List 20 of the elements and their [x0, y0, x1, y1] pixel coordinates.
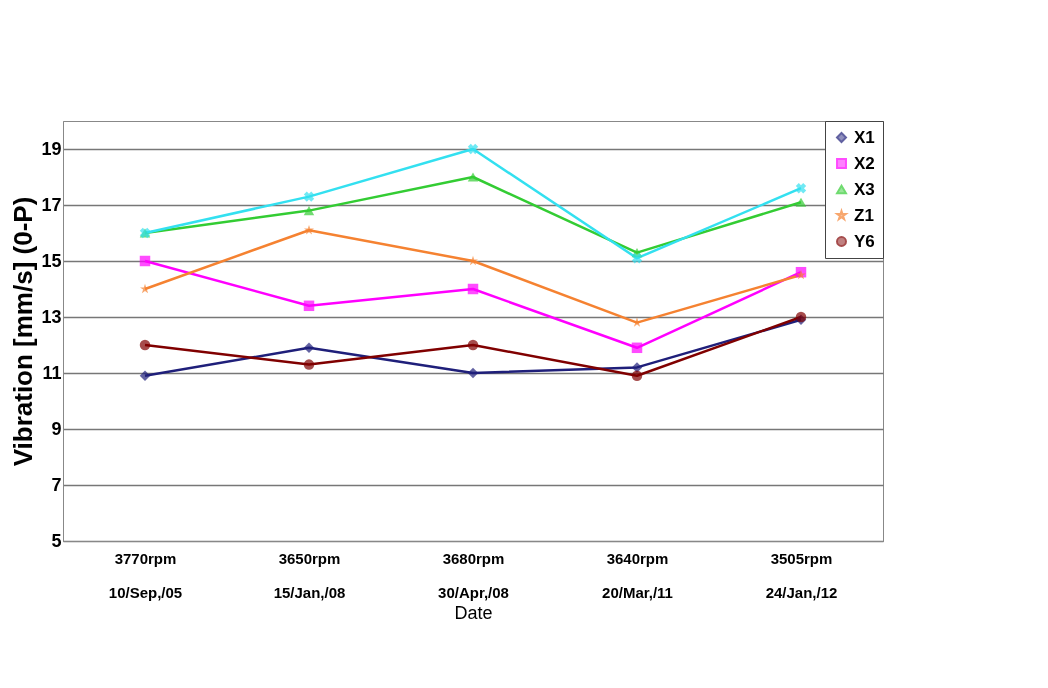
- y-tick-label: 5: [51, 530, 62, 551]
- x-tick-label: 3650rpm 15/Jan,/08: [273, 549, 346, 601]
- legend-label: X1: [854, 127, 875, 147]
- y-tick-label: 9: [51, 418, 62, 439]
- x-tick-label: 3640rpm 20/Mar,/11: [602, 549, 673, 601]
- x-tick-label: 3680rpm 30/Apr,/08: [438, 549, 509, 601]
- y-tick-label: 7: [51, 474, 62, 495]
- y-tick-label: 19: [41, 138, 62, 159]
- y-tick-label: 15: [41, 250, 62, 271]
- x-tick-label: 3505rpm 24/Jan,/12: [765, 549, 838, 601]
- y-axis-title: Vibration [mm/s] (0-P): [8, 196, 39, 467]
- y-tick-label: 11: [42, 362, 62, 383]
- legend-label: X3: [854, 179, 875, 199]
- x-tick-label: 3770rpm 10/Sep,/05: [108, 549, 183, 601]
- y-tick-label: 17: [41, 194, 62, 215]
- y-tick-label: 13: [41, 306, 62, 327]
- x-axis-title: Date: [454, 602, 493, 623]
- legend-label: Z1: [854, 205, 874, 225]
- legend-label: Y6: [854, 231, 875, 251]
- legend-label: X2: [854, 153, 875, 173]
